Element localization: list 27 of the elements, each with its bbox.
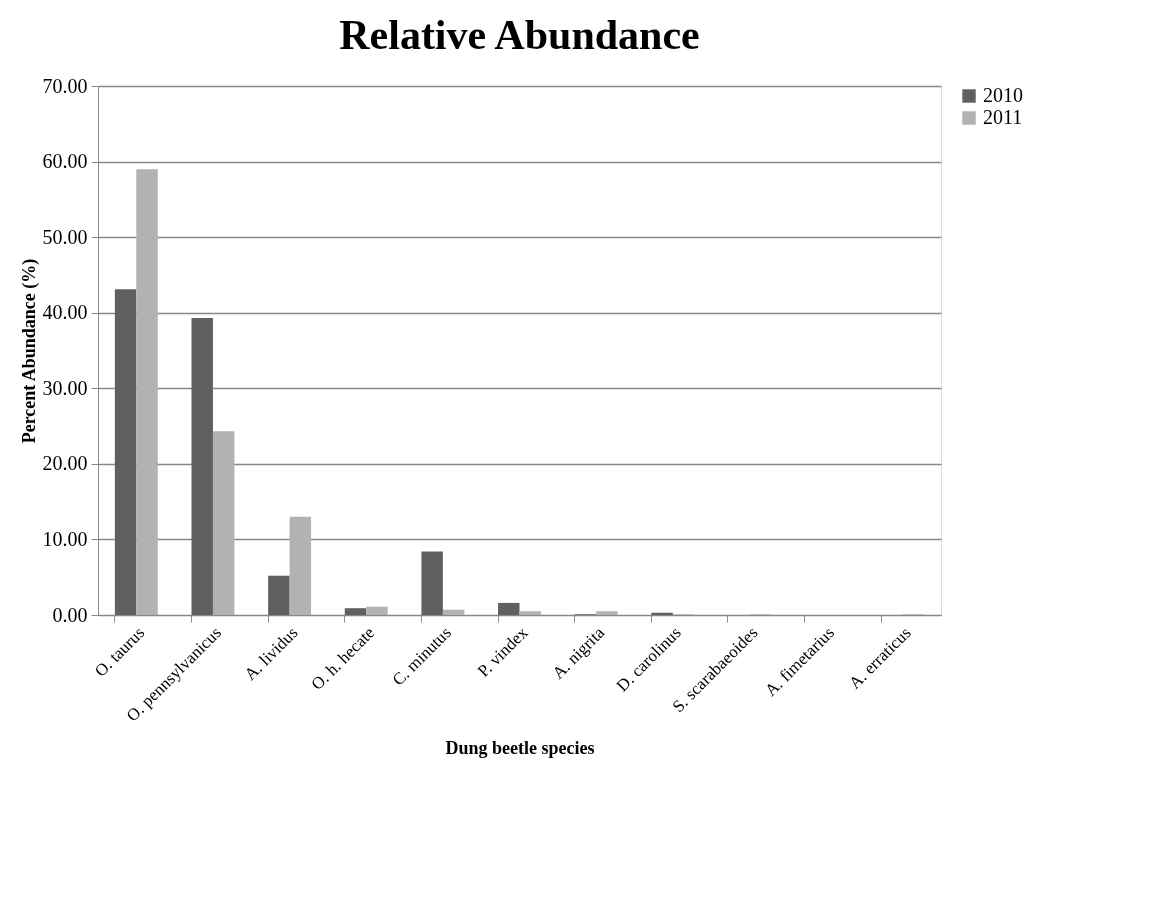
legend-label: 2011 bbox=[983, 106, 1023, 128]
y-tick-label: 40.00 bbox=[42, 301, 88, 324]
y-tick-label: 20.00 bbox=[42, 452, 88, 475]
bar bbox=[191, 318, 213, 615]
bar bbox=[212, 431, 235, 615]
bar bbox=[421, 551, 443, 615]
bar bbox=[136, 169, 158, 615]
bar bbox=[519, 611, 541, 615]
y-axis-title: Percent Abundance (%) bbox=[18, 258, 40, 444]
y-tick-label: 60.00 bbox=[42, 150, 88, 173]
bar bbox=[114, 289, 137, 615]
bar bbox=[498, 602, 520, 615]
bar bbox=[596, 611, 618, 615]
bar bbox=[344, 608, 367, 615]
bar bbox=[289, 516, 312, 615]
x-axis-title: Dung beetle species bbox=[445, 737, 595, 758]
bar bbox=[442, 609, 465, 615]
y-tick-label: 70.00 bbox=[42, 74, 88, 97]
y-tick-label: 10.00 bbox=[42, 527, 88, 550]
bar bbox=[651, 612, 673, 615]
y-tick-label: 0.00 bbox=[52, 603, 88, 626]
chart-title: Relative Abundance bbox=[339, 12, 700, 58]
y-tick-label: 50.00 bbox=[42, 225, 88, 248]
bar bbox=[366, 606, 388, 615]
legend-label: 2010 bbox=[983, 84, 1023, 106]
y-tick-label: 30.00 bbox=[42, 376, 88, 399]
bar bbox=[268, 575, 290, 615]
